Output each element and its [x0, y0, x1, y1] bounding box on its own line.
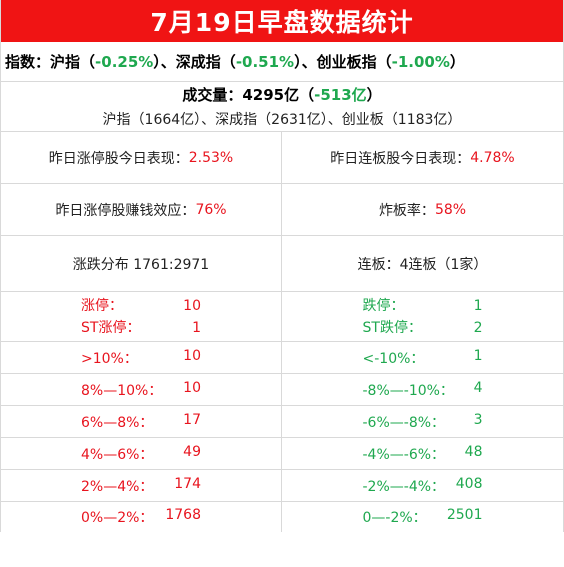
volume-detail: 沪指（1664亿）、深成指（2631亿）、创业板（1183亿） — [102, 112, 462, 128]
range-label: -6%—-8%： — [362, 414, 446, 431]
st-limit-up-line: ST涨停： 1 — [81, 317, 201, 339]
consecutive-board-performance: 昨日连板股今日表现： 4.78% — [282, 132, 563, 183]
volume-total: 成交量：4295亿（-513亿） — [182, 84, 381, 105]
range-up: 0%—2%： 1768 — [1, 502, 282, 532]
limit-down-cell: 跌停： 1 ST跌停： 2 — [282, 292, 563, 341]
range-value: 10 — [183, 379, 201, 396]
range-value: 48 — [464, 443, 483, 460]
volume-label: 成交量：4295亿（ — [182, 86, 315, 104]
range-value: 49 — [183, 443, 201, 460]
range-down: 0—-2%： 2501 — [282, 502, 563, 532]
limit-label: ST涨停： — [81, 319, 141, 336]
limit-up-line: 涨停： 10 — [81, 295, 201, 317]
range-up: 6%—8%： 17 — [1, 406, 282, 437]
stat-value: 76% — [195, 201, 227, 218]
range-label: -4%—-6%： — [362, 446, 446, 463]
range-label: -8%—-10%： — [362, 382, 454, 399]
volume-row: 成交量：4295亿（-513亿） 沪指（1664亿）、深成指（2631亿）、创业… — [1, 82, 563, 132]
range-value: 174 — [174, 475, 201, 492]
limit-value: 2 — [473, 319, 483, 336]
range-value: 1768 — [165, 507, 201, 523]
range-label: 0—-2%： — [362, 510, 427, 526]
cy-index-change: -1.00% — [391, 52, 450, 71]
range-up: 2%—4%： 174 — [1, 470, 282, 501]
st-limit-down-line: ST跌停： 2 — [363, 317, 483, 339]
range-down: -4%—-6%： 48 — [282, 438, 563, 469]
distribution-row: 涨跌分布 1761:2971 连板：4连板（1家） — [1, 236, 563, 292]
range-row: 4%—6%： 49 -4%—-6%： 48 — [1, 438, 563, 470]
range-down: -8%—-10%： 4 — [282, 374, 563, 405]
limit-label: 涨停： — [81, 297, 123, 314]
range-up: >10%： 10 — [1, 342, 282, 373]
cy-index-name: ）、创业板指（ — [294, 53, 392, 71]
limit-down-line: 跌停： 1 — [363, 295, 483, 317]
range-up: 8%—10%： 10 — [1, 374, 282, 405]
limit-up-cell: 涨停： 10 ST涨停： 1 — [1, 292, 282, 341]
index-row: 指数： 沪指（ -0.25% ）、深成指（ -0.51% ）、创业板指（ -1.… — [1, 42, 563, 82]
broken-board-rate: 炸板率： 58% — [282, 184, 563, 235]
range-label: 2%—4%： — [81, 478, 154, 495]
range-value: 17 — [183, 411, 201, 428]
index-label: 指数： — [5, 53, 51, 71]
limit-label: ST跌停： — [362, 319, 422, 336]
rise-fall-distribution: 涨跌分布 1761:2971 — [1, 236, 282, 291]
range-value: 2501 — [446, 507, 483, 523]
range-down: <-10%： 1 — [282, 342, 563, 373]
stat-label: 昨日涨停股赚钱效应： — [55, 202, 196, 219]
range-value: 408 — [455, 475, 483, 492]
range-down: -2%—-4%： 408 — [282, 470, 563, 501]
stat-label: 昨日涨停股今日表现： — [48, 150, 189, 167]
limit-value: 1 — [192, 319, 201, 336]
sz-index-name: ）、深成指（ — [153, 53, 236, 71]
range-label: 0%—2%： — [81, 510, 154, 526]
stat-label: 炸板率： — [378, 202, 435, 219]
limit-row: 涨停： 10 ST涨停： 1 跌停： 1 ST跌停： 2 — [1, 292, 563, 342]
sz-index-change: -0.51% — [235, 52, 295, 71]
page-title: 7月19日早盘数据统计 — [1, 0, 563, 42]
range-label: 8%—10%： — [81, 382, 163, 399]
stat-value: 4.78% — [470, 149, 515, 166]
range-label: 6%—8%： — [81, 414, 154, 431]
range-label: >10%： — [81, 350, 138, 367]
volume-tail: ） — [366, 86, 382, 104]
range-row: >10%： 10 <-10%： 1 — [1, 342, 563, 374]
range-value: 3 — [473, 411, 483, 428]
stats-table: 7月19日早盘数据统计 指数： 沪指（ -0.25% ）、深成指（ -0.51%… — [0, 0, 564, 532]
stat-label: 昨日连板股今日表现： — [330, 150, 471, 167]
sh-index-change: -0.25% — [95, 52, 154, 71]
stat-row: 昨日涨停股今日表现： 2.53% 昨日连板股今日表现： 4.78% — [1, 132, 563, 184]
index-summary: 指数： 沪指（ -0.25% ）、深成指（ -0.51% ）、创业板指（ -1.… — [1, 42, 563, 81]
limit-value: 10 — [183, 297, 201, 314]
index-tail: ） — [449, 53, 465, 71]
range-value: 1 — [473, 347, 483, 364]
range-up: 4%—6%： 49 — [1, 438, 282, 469]
stat-value: 58% — [434, 201, 467, 218]
range-value: 10 — [183, 347, 201, 364]
range-row: 2%—4%： 174 -2%—-4%： 408 — [1, 470, 563, 502]
consecutive-board-count: 连板：4连板（1家） — [357, 256, 488, 273]
range-row: 0%—2%： 1768 0—-2%： 2501 — [1, 502, 563, 532]
range-value: 4 — [473, 379, 483, 396]
range-label: <-10%： — [362, 350, 425, 367]
range-down: -6%—-8%： 3 — [282, 406, 563, 437]
volume-change: -513亿 — [314, 86, 367, 104]
limit-value: 1 — [473, 297, 483, 314]
stat-row: 昨日涨停股赚钱效应： 76% 炸板率： 58% — [1, 184, 563, 236]
limit-up-performance: 昨日涨停股今日表现： 2.53% — [1, 132, 282, 183]
stat-value: 2.53% — [188, 149, 234, 166]
sh-index-name: 沪指（ — [50, 53, 96, 71]
profit-effect: 昨日涨停股赚钱效应： 76% — [1, 184, 282, 235]
range-label: -2%—-4%： — [362, 478, 446, 495]
range-label: 4%—6%： — [81, 446, 154, 463]
volume-summary: 成交量：4295亿（-513亿） 沪指（1664亿）、深成指（2631亿）、创业… — [1, 82, 563, 131]
range-row: 6%—8%： 17 -6%—-8%： 3 — [1, 406, 563, 438]
range-row: 8%—10%： 10 -8%—-10%： 4 — [1, 374, 563, 406]
limit-label: 跌停： — [362, 297, 405, 314]
